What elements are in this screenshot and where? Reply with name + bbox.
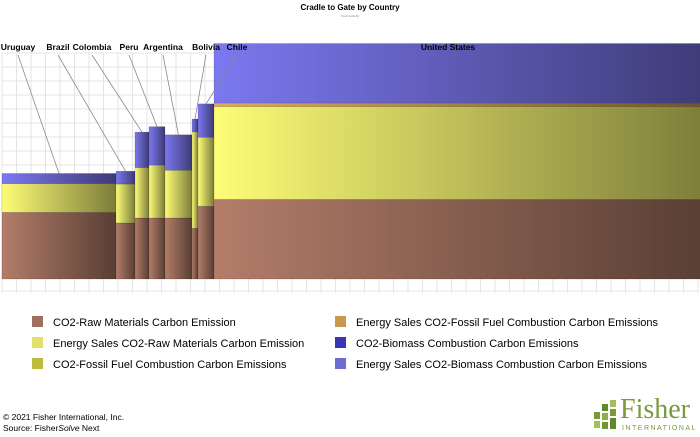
bar-segment-brazil-1 xyxy=(115,183,136,224)
legend-item: Energy Sales CO2-Biomass Combustion Carb… xyxy=(335,358,647,372)
bar-segment-chile-0 xyxy=(197,205,215,280)
bar-segment-united-states-3 xyxy=(213,102,700,107)
bar-segment-bolivia-0 xyxy=(191,227,199,280)
chart-country-labels: Uruguay Brazil Colombia Peru Argentina Bolivi… xyxy=(1,42,476,174)
bar-segment-brazil-5 xyxy=(115,170,136,185)
bar-segment-colombia-1 xyxy=(134,167,150,219)
country-label-brazil: Brazil xyxy=(46,42,69,52)
legend-swatch xyxy=(335,358,346,369)
legend-item: Energy Sales CO2-Raw Materials Carbon Em… xyxy=(32,337,304,351)
legend-swatch xyxy=(335,316,346,327)
bar-segment-uruguay-5 xyxy=(1,173,117,184)
legend-item: CO2-Biomass Combustion Carbon Emissions xyxy=(335,337,579,351)
bar-segment-uruguay-0 xyxy=(1,212,117,280)
bar-segment-peru-1 xyxy=(148,164,166,219)
leader-line xyxy=(17,54,60,174)
bar-segment-bolivia-1 xyxy=(191,131,199,229)
legend-item: CO2-Raw Materials Carbon Emission xyxy=(32,316,236,330)
legend-swatch xyxy=(32,316,43,327)
country-label-peru: Peru xyxy=(120,42,139,52)
leader-line xyxy=(57,54,126,172)
bar-segment-colombia-5 xyxy=(134,131,150,168)
copyright-text: © 2021 Fisher International, Inc. xyxy=(3,412,125,422)
leader-line xyxy=(128,54,158,127)
footer: © 2021 Fisher International, Inc. Source… xyxy=(3,412,124,434)
legend-label: CO2-Raw Materials Carbon Emission xyxy=(53,317,236,329)
legend-swatch xyxy=(32,337,43,348)
source-text: Source: FisherSolve Next xyxy=(3,423,100,433)
leader-line xyxy=(194,54,207,120)
bar-segment-argentina-0 xyxy=(164,217,193,280)
legend-label: Energy Sales CO2-Raw Materials Carbon Em… xyxy=(53,338,305,350)
bar-segment-uruguay-1 xyxy=(1,183,117,213)
legend-label: Energy Sales CO2-Biomass Combustion Carb… xyxy=(356,359,648,371)
chart-bars xyxy=(1,43,700,280)
bar-segment-peru-0 xyxy=(148,217,166,280)
country-label-chile: Chile xyxy=(227,42,248,52)
bar-segment-chile-1 xyxy=(197,137,215,207)
country-label-united-states: United States xyxy=(421,42,476,52)
legend-label: Energy Sales CO2-Fossil Fuel Combustion … xyxy=(356,317,659,329)
bar-segment-argentina-5 xyxy=(164,134,193,171)
bar-segment-argentina-1 xyxy=(164,170,193,219)
fisher-logo-icon xyxy=(594,400,616,429)
fisher-logo: Fisher INTERNATIONAL xyxy=(592,394,698,434)
leader-line xyxy=(205,54,238,105)
country-label-colombia: Colombia xyxy=(73,42,112,52)
chart-legend: CO2-Raw Materials Carbon Emission Energy … xyxy=(0,312,700,376)
leader-line xyxy=(162,54,179,135)
bar-segment-chile-5 xyxy=(197,103,215,138)
country-label-bolivia: Bolivia xyxy=(192,42,220,52)
chart-subtitle: Kraft Solid-Bl xyxy=(341,14,359,18)
logo-word: Fisher xyxy=(620,394,690,425)
logo-sub: INTERNATIONAL xyxy=(622,425,697,432)
country-label-argentina: Argentina xyxy=(143,42,183,52)
country-label-uruguay: Uruguay xyxy=(1,42,36,52)
legend-item: Energy Sales CO2-Fossil Fuel Combustion … xyxy=(335,316,658,330)
legend-swatch xyxy=(335,337,346,348)
bar-segment-brazil-0 xyxy=(115,222,136,280)
leader-line xyxy=(91,54,143,133)
bar-segment-colombia-0 xyxy=(134,217,150,280)
bar-segment-united-states-0 xyxy=(213,199,700,280)
bar-segment-united-states-5 xyxy=(213,43,700,104)
bar-segment-bolivia-5 xyxy=(191,118,199,133)
chart-title: Cradle to Gate by Country xyxy=(300,3,400,12)
legend-swatch xyxy=(32,358,43,369)
legend-label: CO2-Fossil Fuel Combustion Carbon Emissi… xyxy=(53,359,287,371)
bar-segment-united-states-1 xyxy=(213,106,700,200)
legend-label: CO2-Biomass Combustion Carbon Emissions xyxy=(356,338,579,350)
legend-item: CO2-Fossil Fuel Combustion Carbon Emissi… xyxy=(32,358,287,372)
bar-segment-peru-5 xyxy=(148,126,166,166)
